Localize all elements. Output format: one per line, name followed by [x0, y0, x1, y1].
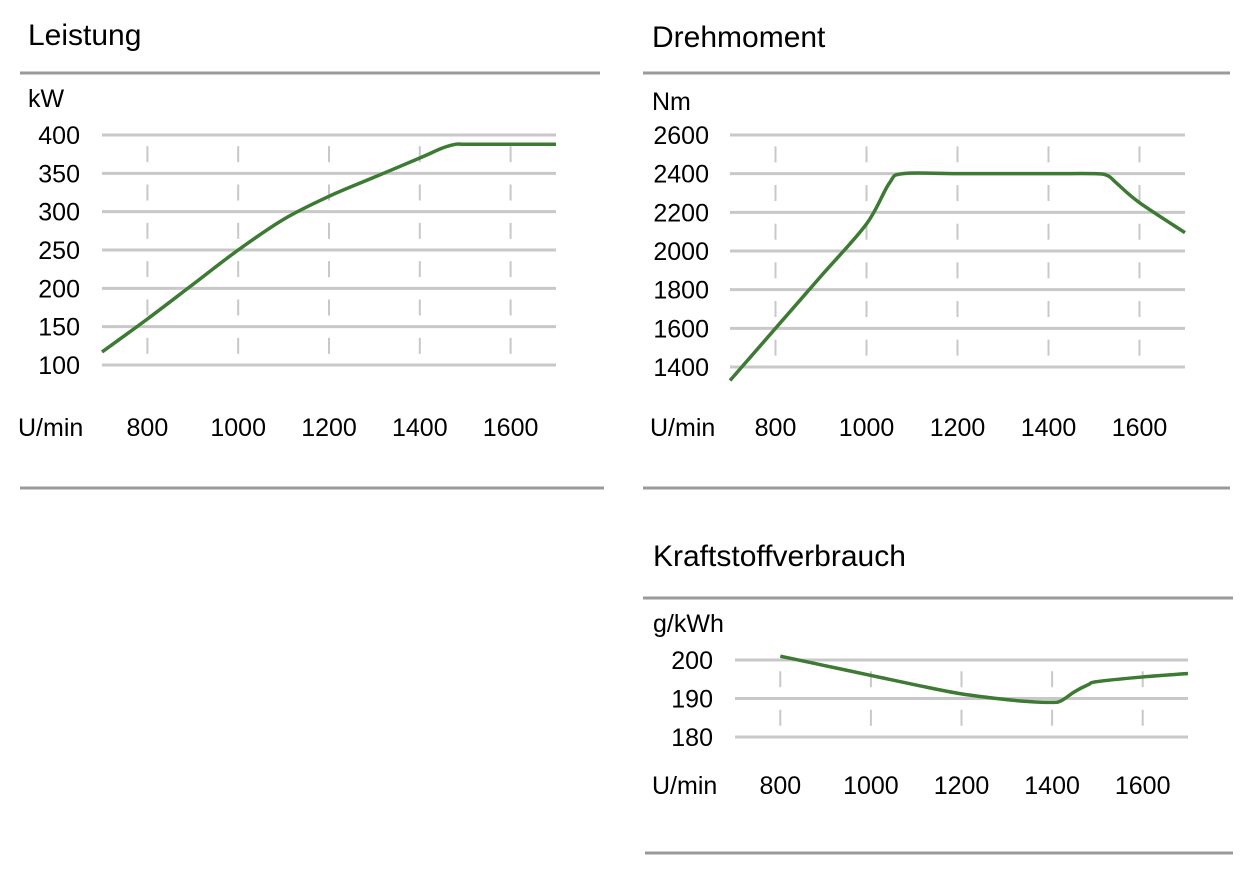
plot-area-kraftstoffverbrauch: 180 190 200 800 1000 1200 1400 1600 [671, 647, 1189, 800]
x-tick-label-kraftstoffverbrauch-1: 1000 [843, 772, 899, 800]
series-line-drehmoment-0 [728, 171, 1186, 382]
chart-panel-leistung: Leistung kW 100 150 200 250 300 350 400 800 1000… [18, 19, 604, 490]
y-tick-label-drehmoment-6: 2600 [653, 122, 709, 150]
y-tick-label-leistung-5: 350 [38, 160, 80, 188]
x-unit-drehmoment: U/min [650, 414, 715, 442]
x-tick-label-kraftstoffverbrauch-3: 1400 [1024, 772, 1080, 800]
y-tick-label-leistung-6: 400 [38, 122, 80, 150]
x-tick-label-kraftstoffverbrauch-0: 800 [759, 772, 801, 800]
x-unit-leistung: U/min [18, 414, 83, 442]
x-tick-label-drehmoment-1: 1000 [839, 414, 895, 442]
x-unit-kraftstoffverbrauch: U/min [652, 772, 717, 800]
chart-panel-kraftstoffverbrauch: Kraftstoffverbrauch g/kWh 180 190 200 800 10… [643, 540, 1233, 855]
y-unit-leistung: kW [28, 85, 65, 113]
y-unit-kraftstoffverbrauch: g/kWh [653, 610, 724, 638]
chart-title-leistung: Leistung [28, 19, 141, 52]
y-tick-label-kraftstoffverbrauch-1: 190 [671, 686, 713, 714]
chart-panel-drehmoment: Drehmoment Nm 1400 1600 1800 2000 2200 2400 26… [643, 21, 1230, 490]
x-tick-label-drehmoment-2: 1200 [930, 414, 986, 442]
x-tick-label-kraftstoffverbrauch-2: 1200 [934, 772, 990, 800]
y-tick-label-leistung-4: 300 [38, 199, 80, 227]
x-tick-label-drehmoment-3: 1400 [1021, 414, 1077, 442]
y-tick-label-drehmoment-0: 1400 [653, 354, 709, 382]
y-tick-label-drehmoment-1: 1600 [653, 315, 709, 343]
x-tick-label-drehmoment-0: 800 [755, 414, 797, 442]
x-tick-label-kraftstoffverbrauch-4: 1600 [1115, 772, 1171, 800]
y-tick-label-leistung-3: 250 [38, 237, 80, 265]
y-tick-label-leistung-2: 200 [38, 275, 80, 303]
chart-title-drehmoment: Drehmoment [652, 21, 826, 54]
plot-area-leistung: 100 150 200 250 300 350 400 800 1000 1200 1400 1600 [38, 122, 556, 442]
x-tick-label-leistung-3: 1400 [392, 414, 448, 442]
y-tick-label-drehmoment-3: 2000 [653, 238, 709, 266]
y-tick-label-drehmoment-2: 1800 [653, 277, 709, 305]
y-unit-drehmoment: Nm [652, 88, 691, 116]
y-tick-label-kraftstoffverbrauch-0: 180 [671, 724, 713, 752]
y-tick-label-kraftstoffverbrauch-2: 200 [671, 647, 713, 675]
chart-title-kraftstoffverbrauch: Kraftstoffverbrauch [653, 540, 906, 573]
y-tick-label-drehmoment-5: 2400 [653, 161, 709, 189]
x-tick-label-leistung-4: 1600 [483, 414, 539, 442]
x-tick-label-leistung-0: 800 [127, 414, 169, 442]
x-tick-label-leistung-1: 1000 [210, 414, 266, 442]
series-line-kraftstoffverbrauch-0 [779, 654, 1189, 705]
series-line-leistung-0 [100, 142, 556, 354]
y-tick-label-leistung-1: 150 [38, 314, 80, 342]
x-tick-label-leistung-2: 1200 [301, 414, 357, 442]
y-tick-label-leistung-0: 100 [38, 352, 80, 380]
y-tick-label-drehmoment-4: 2200 [653, 199, 709, 227]
plot-area-drehmoment: 1400 1600 1800 2000 2200 2400 2600 800 1000 1200 1… [653, 122, 1186, 442]
x-tick-label-drehmoment-4: 1600 [1112, 414, 1168, 442]
